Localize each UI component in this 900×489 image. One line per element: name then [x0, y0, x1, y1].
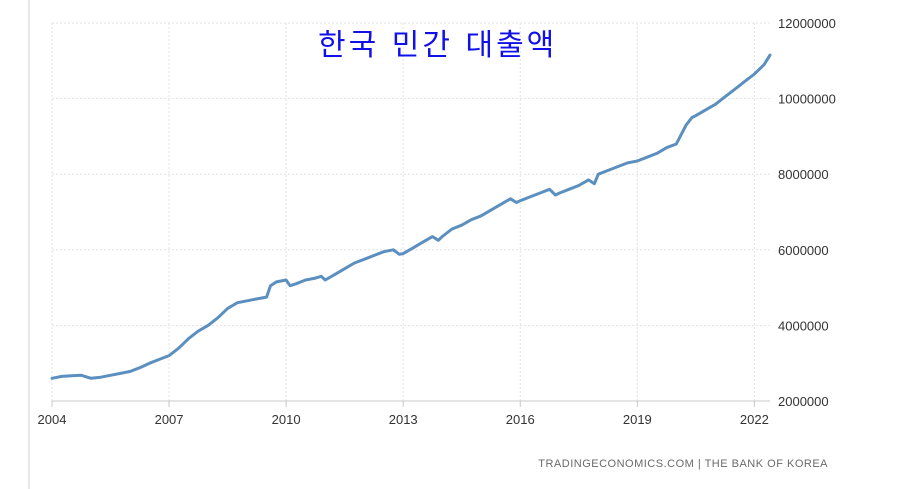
- y-axis: 2000000 4000000 6000000 8000000 10000000 1200…: [778, 16, 836, 409]
- x-tick-label: 2013: [389, 412, 418, 427]
- x-tick-label: 2010: [272, 412, 301, 427]
- y-tick-label: 8000000: [778, 167, 829, 182]
- x-tick-label: 2019: [623, 412, 652, 427]
- x-tick-label: 2007: [155, 412, 184, 427]
- y-tick-label: 12000000: [778, 16, 836, 31]
- series-line: [50, 53, 772, 380]
- x-tick-label: 2004: [38, 412, 67, 427]
- chart-title: 한국 민간 대출액: [318, 28, 558, 63]
- x-tick-label: 2022: [740, 412, 769, 427]
- x-axis: 2004 2007 2010 2013 2016 2019 2022: [38, 400, 770, 427]
- x-tick-label: 2016: [506, 412, 535, 427]
- source-credit: TRADINGECONOMICS.COM | THE BANK OF KOREA: [538, 458, 828, 470]
- y-tick-label: 10000000: [778, 92, 836, 107]
- y-tick-label: 4000000: [778, 318, 829, 333]
- grid: [51, 22, 770, 401]
- frame-left-border: [28, 0, 30, 489]
- series-group: [50, 53, 772, 380]
- y-tick-label: 2000000: [778, 394, 829, 409]
- y-tick-label: 6000000: [778, 243, 829, 258]
